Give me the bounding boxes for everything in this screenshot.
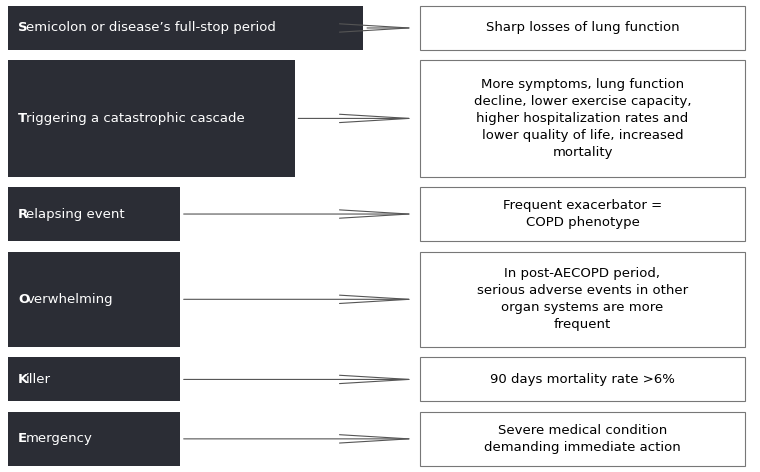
- Bar: [420, 60, 745, 177]
- Bar: [420, 357, 745, 401]
- Text: E: E: [18, 432, 27, 446]
- Bar: [420, 6, 745, 50]
- Text: T: T: [18, 112, 27, 125]
- Text: elapsing event: elapsing event: [26, 208, 125, 220]
- Bar: [420, 187, 745, 241]
- Text: K: K: [18, 373, 28, 386]
- Bar: [8, 6, 363, 50]
- Text: O: O: [18, 293, 29, 306]
- Text: iller: iller: [26, 373, 51, 386]
- Bar: [8, 357, 180, 401]
- Bar: [8, 187, 180, 241]
- Text: S: S: [18, 21, 27, 34]
- Bar: [8, 252, 180, 347]
- Text: In post-AECOPD period,
serious adverse events in other
organ systems are more
fr: In post-AECOPD period, serious adverse e…: [477, 267, 688, 331]
- Text: emicolon or disease’s full-stop period: emicolon or disease’s full-stop period: [26, 21, 276, 34]
- Text: More symptoms, lung function
decline, lower exercise capacity,
higher hospitaliz: More symptoms, lung function decline, lo…: [473, 78, 692, 159]
- Bar: [420, 252, 745, 347]
- Bar: [8, 412, 180, 466]
- Text: verwhelming: verwhelming: [26, 293, 112, 306]
- Text: riggering a catastrophic cascade: riggering a catastrophic cascade: [26, 112, 245, 125]
- Bar: [8, 60, 295, 177]
- Text: mergency: mergency: [26, 432, 93, 446]
- Text: Frequent exacerbator =
COPD phenotype: Frequent exacerbator = COPD phenotype: [503, 199, 662, 229]
- Bar: [420, 412, 745, 466]
- Text: Sharp losses of lung function: Sharp losses of lung function: [486, 21, 679, 34]
- Text: 90 days mortality rate >6%: 90 days mortality rate >6%: [490, 373, 675, 386]
- Text: Severe medical condition
demanding immediate action: Severe medical condition demanding immed…: [484, 424, 681, 454]
- Text: R: R: [18, 208, 28, 220]
